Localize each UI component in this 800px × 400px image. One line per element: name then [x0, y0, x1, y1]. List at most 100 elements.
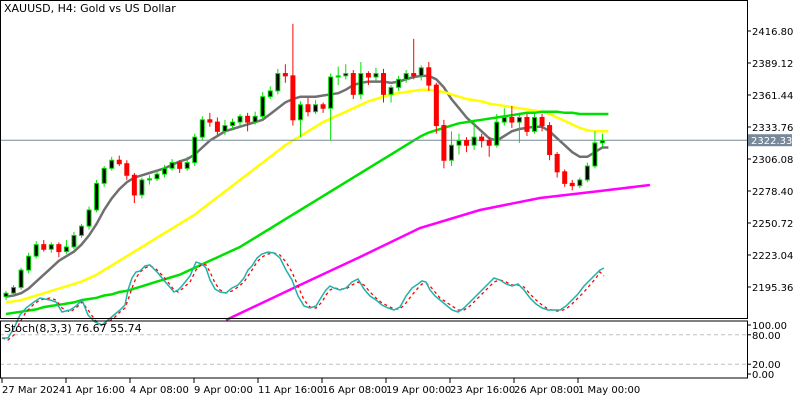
y-tick-label: 2250.72: [752, 219, 793, 230]
candle[interactable]: [11, 285, 17, 296]
candle[interactable]: [350, 70, 356, 99]
candle[interactable]: [358, 61, 364, 99]
candle[interactable]: [177, 160, 183, 173]
candle[interactable]: [584, 162, 590, 183]
candle[interactable]: [433, 82, 439, 134]
candle[interactable]: [396, 75, 402, 91]
moving-average-line-1: [5, 88, 609, 304]
candle[interactable]: [365, 71, 371, 86]
candle[interactable]: [230, 118, 235, 130]
candle[interactable]: [426, 61, 432, 91]
y-tick-label: 2278.40: [752, 187, 793, 198]
candle[interactable]: [18, 267, 24, 290]
candle[interactable]: [131, 172, 137, 204]
candle[interactable]: [456, 133, 462, 155]
current-price-value: 2322.33: [751, 136, 792, 147]
candle[interactable]: [63, 240, 69, 254]
candle[interactable]: [592, 131, 598, 169]
candle[interactable]: [169, 159, 175, 171]
candle[interactable]: [562, 169, 568, 187]
candle[interactable]: [260, 92, 266, 120]
candle[interactable]: [516, 112, 522, 143]
candle[interactable]: [109, 156, 115, 171]
candle[interactable]: [3, 290, 9, 301]
candle[interactable]: [403, 70, 409, 83]
candle[interactable]: [494, 114, 500, 148]
candle[interactable]: [139, 177, 145, 199]
candle[interactable]: [539, 114, 545, 132]
candle[interactable]: [245, 112, 251, 132]
candle[interactable]: [501, 108, 507, 126]
candle[interactable]: [214, 117, 220, 135]
candle[interactable]: [577, 177, 583, 188]
candle[interactable]: [192, 133, 198, 167]
candle[interactable]: [26, 252, 32, 274]
candle[interactable]: [116, 155, 122, 167]
candle[interactable]: [237, 114, 243, 126]
candle[interactable]: [547, 122, 553, 161]
candle[interactable]: [267, 86, 273, 99]
candle[interactable]: [101, 166, 107, 187]
candle[interactable]: [381, 68, 386, 103]
chart-title: XAUUSD, H4: Gold vs US Dollar: [4, 2, 176, 15]
candle[interactable]: [207, 112, 213, 127]
candle[interactable]: [509, 105, 515, 128]
candle[interactable]: [486, 137, 492, 157]
candle[interactable]: [343, 64, 349, 80]
x-tick-label: 16 Apr 08:00: [322, 385, 387, 396]
candle[interactable]: [373, 67, 379, 81]
candle[interactable]: [79, 223, 84, 238]
candle[interactable]: [320, 102, 326, 113]
candle[interactable]: [199, 116, 205, 141]
candle[interactable]: [524, 114, 530, 136]
stochastic-label: Stoch(8,3,3) 76.67 55.74: [4, 322, 142, 335]
x-tick-label: 9 Apr 00:00: [194, 385, 253, 396]
candle[interactable]: [554, 152, 560, 178]
candle[interactable]: [388, 85, 394, 103]
candle[interactable]: [411, 38, 417, 80]
candle[interactable]: [56, 242, 62, 258]
stochastic-plot-area[interactable]: [0, 251, 747, 365]
candle[interactable]: [297, 101, 303, 138]
x-tick-label: 11 Apr 16:00: [258, 385, 323, 396]
candle[interactable]: [33, 241, 39, 259]
candle[interactable]: [48, 242, 54, 253]
x-tick-label: 19 Apr 00:00: [386, 385, 451, 396]
candle[interactable]: [86, 206, 92, 230]
candle[interactable]: [328, 73, 334, 141]
candle[interactable]: [599, 133, 605, 148]
current-price-tag: [748, 134, 792, 147]
candle[interactable]: [313, 100, 319, 115]
candle[interactable]: [154, 170, 160, 182]
candle[interactable]: [448, 131, 454, 167]
x-tick-label: 27 Mar 2024: [2, 385, 65, 396]
x-tick-label: 1 Apr 16:00: [66, 385, 125, 396]
candle[interactable]: [471, 119, 477, 150]
y-tick-label: 2306.08: [752, 155, 793, 166]
candle[interactable]: [124, 160, 130, 180]
candle[interactable]: [41, 240, 47, 252]
candle[interactable]: [418, 65, 424, 81]
x-tick-label: 23 Apr 16:00: [450, 385, 515, 396]
candle[interactable]: [290, 23, 296, 126]
candle[interactable]: [275, 68, 281, 95]
candle[interactable]: [335, 66, 341, 86]
candle[interactable]: [569, 179, 575, 191]
candle[interactable]: [282, 64, 288, 83]
candle[interactable]: [146, 175, 152, 185]
candle[interactable]: [252, 111, 258, 125]
candle[interactable]: [479, 133, 485, 148]
candle[interactable]: [222, 119, 228, 135]
candle[interactable]: [71, 231, 77, 250]
y-tick-label: 2223.04: [752, 251, 793, 262]
candle[interactable]: [305, 97, 311, 117]
candle[interactable]: [464, 137, 470, 153]
candle[interactable]: [94, 179, 100, 213]
candle[interactable]: [441, 119, 447, 169]
candle[interactable]: [532, 112, 537, 134]
candle[interactable]: [184, 156, 190, 171]
candle[interactable]: [162, 164, 168, 178]
main-plot-area[interactable]: [0, 23, 747, 322]
